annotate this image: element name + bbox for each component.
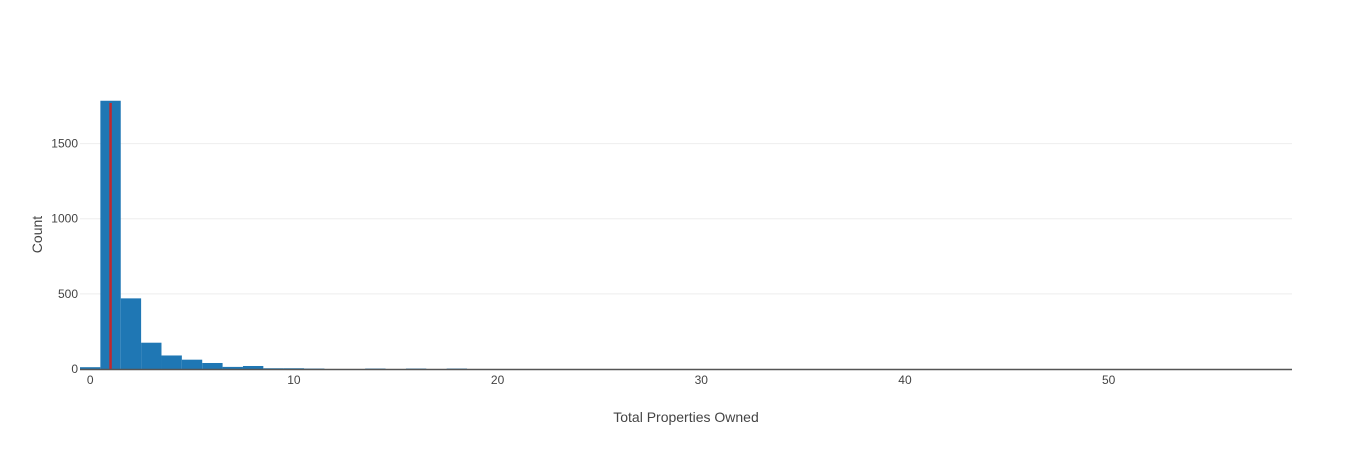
x-tick-label: 40 [898,373,912,387]
x-tick-label: 10 [287,373,301,387]
histogram-bar [80,367,101,369]
histogram-bars [80,100,468,370]
y-tick-label: 1000 [51,212,78,226]
x-tick-labels: 0 10 20 30 40 50 [87,373,1116,387]
y-tick-label: 1500 [51,137,78,151]
histogram-bar [141,342,162,369]
y-tick-labels: 0 500 1000 1500 [51,137,78,376]
x-tick-label: 50 [1102,373,1116,387]
histogram-bar [202,362,223,369]
histogram-bar [263,368,284,370]
y-tick-label: 500 [58,287,78,301]
histogram-bar [181,359,203,369]
y-gridlines [80,143,1292,295]
histogram-bar [161,355,182,369]
histogram-bar [242,365,264,369]
x-tick-label: 30 [695,373,709,387]
histogram-bar [120,298,142,369]
y-axis-title: Count [29,216,45,253]
x-tick-label: 20 [491,373,505,387]
x-axis-title: Total Properties Owned [613,409,759,425]
x-tick-label: 0 [87,373,94,387]
histogram-bar [283,368,305,370]
y-tick-label: 0 [71,362,78,376]
histogram-bar [222,366,243,369]
